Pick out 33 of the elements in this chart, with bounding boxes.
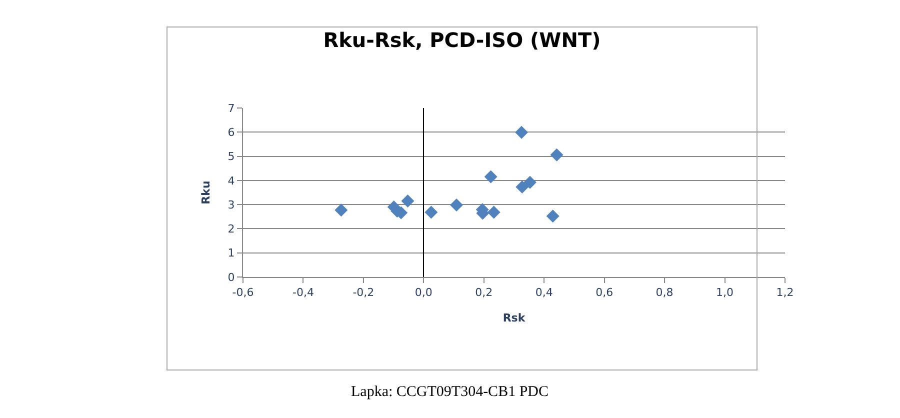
x-tick-label: 0,4 <box>535 286 553 300</box>
text: Lapka: CCGT09T304-CB1 PDC <box>351 384 548 400</box>
x-tick-label: 1,0 <box>716 286 734 300</box>
point <box>487 206 500 219</box>
point <box>515 126 528 139</box>
x-tick-label: 0,2 <box>475 286 493 300</box>
point <box>401 194 414 208</box>
y-tick-label: 2 <box>228 222 235 236</box>
point <box>450 198 463 212</box>
x-tick-label: 0,6 <box>596 286 614 300</box>
x-tick-label: 0,8 <box>656 286 674 300</box>
point <box>523 176 536 189</box>
point <box>424 206 438 219</box>
x-axis-title: Rsk <box>502 311 526 324</box>
x-tick-label: -0,6 <box>232 286 254 300</box>
point <box>334 204 348 217</box>
y-tick-label: 6 <box>228 126 235 139</box>
chart-title: Rku-Rsk, PCD-ISO (WNT) <box>323 28 601 52</box>
y-axis-title: Rku <box>199 180 212 204</box>
point <box>546 210 560 223</box>
x-tick-label: -0,2 <box>352 286 374 300</box>
x-tick-label: 1,2 <box>776 286 794 300</box>
y-tick-label: 5 <box>228 150 235 164</box>
x-tick-label: 0,0 <box>414 286 432 300</box>
point <box>516 180 529 194</box>
point <box>484 170 498 184</box>
y-tick-label: 7 <box>228 102 235 115</box>
y-tick-label: 4 <box>228 174 235 188</box>
x-tick-label: -0,4 <box>292 286 314 300</box>
y-tick-label: 1 <box>228 246 235 260</box>
y-tick-label: 3 <box>228 198 235 212</box>
y-tick-label: 0 <box>228 270 235 284</box>
point <box>550 148 564 162</box>
